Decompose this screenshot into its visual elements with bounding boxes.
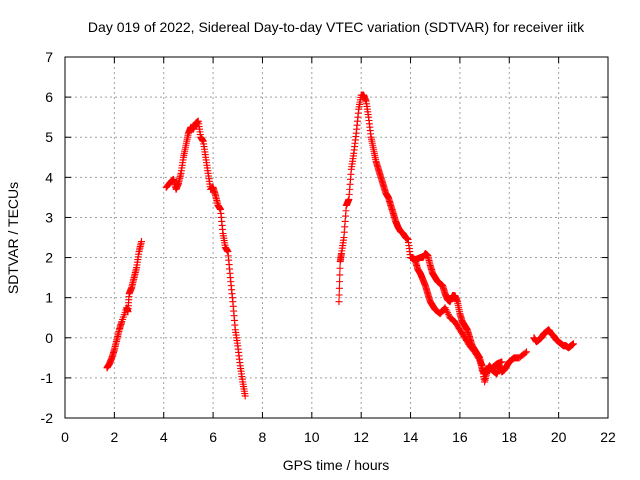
data-point	[335, 291, 343, 299]
y-tick-label: 6	[45, 89, 53, 105]
data-point	[444, 310, 452, 318]
data-point	[498, 358, 506, 366]
y-tick-label: 1	[45, 290, 53, 306]
series-segment-1	[103, 238, 146, 372]
data-point	[443, 307, 451, 315]
series-segment-2	[162, 117, 249, 400]
y-tick-label: 4	[45, 169, 53, 185]
x-tick-label: 12	[353, 429, 369, 445]
data-point	[336, 271, 344, 279]
x-axis-label: GPS time / hours	[283, 457, 390, 473]
x-tick-label: 4	[160, 429, 168, 445]
series-segment-3b	[411, 258, 506, 386]
plot-frame	[64, 56, 609, 419]
x-tick-label: 0	[61, 429, 69, 445]
y-tick-label: -1	[41, 370, 54, 386]
x-tick-label: 16	[452, 429, 468, 445]
x-tick-label: 8	[259, 429, 267, 445]
data-point	[335, 298, 343, 306]
y-tick-label: -2	[41, 410, 54, 426]
y-axis-label: SDTVAR / TECUs	[5, 182, 21, 294]
data-point	[441, 304, 449, 312]
data-point	[523, 348, 531, 356]
data-point	[336, 278, 344, 286]
x-tick-label: 6	[209, 429, 217, 445]
data-point	[336, 264, 344, 272]
data-point	[335, 284, 343, 292]
x-tick-label: 22	[600, 429, 616, 445]
chart-title: Day 019 of 2022, Sidereal Day-to-day VTE…	[88, 19, 585, 35]
y-tick-label: 0	[45, 330, 53, 346]
y-tick-label: 2	[45, 250, 53, 266]
x-tick-label: 2	[110, 429, 118, 445]
x-tick-label: 18	[501, 429, 517, 445]
y-tick-label: 3	[45, 209, 53, 225]
series-segment-3	[335, 91, 531, 378]
data-point	[569, 340, 577, 348]
series-segment-4	[530, 326, 577, 352]
data-point	[442, 305, 450, 313]
data-point	[241, 392, 249, 400]
y-tick-label: 7	[45, 49, 53, 65]
x-tick-label: 10	[304, 429, 320, 445]
data-marks	[103, 91, 577, 400]
x-tick-label: 20	[551, 429, 567, 445]
x-tick-label: 14	[403, 429, 419, 445]
grid-lines	[65, 57, 608, 418]
y-tick-label: 5	[45, 129, 53, 145]
data-point	[521, 349, 529, 357]
data-point	[138, 238, 146, 246]
data-point	[444, 309, 452, 317]
